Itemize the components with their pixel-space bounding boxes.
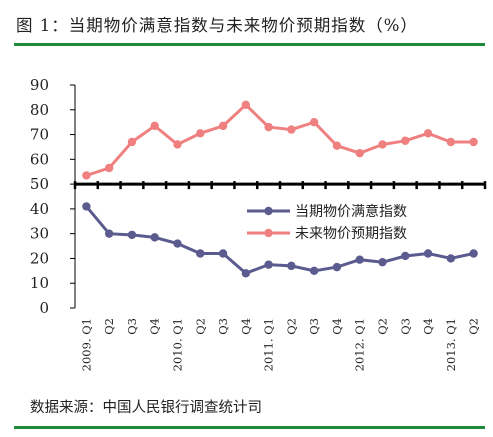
- data-point: [309, 266, 319, 276]
- data-point: [218, 249, 228, 258]
- y-tick-label: 20: [30, 249, 49, 267]
- x-tick-label: Q3: [398, 318, 412, 335]
- data-point: [241, 100, 251, 110]
- data-point: [469, 249, 478, 258]
- data-point: [264, 122, 273, 132]
- data-point: [401, 136, 410, 145]
- y-tick-label: 90: [30, 76, 49, 94]
- axes: [74, 85, 485, 308]
- data-point: [196, 129, 205, 138]
- x-tick-label: Q3: [125, 318, 139, 335]
- x-tick-label: Q3: [216, 318, 230, 335]
- x-axis-ticks: 2009. Q1 Q2 Q3 Q4 2010. Q1 Q2 Q3 Q4 2011. Q1 Q2 Q3…: [73, 181, 487, 371]
- y-tick-label: 30: [30, 225, 49, 243]
- data-point: [150, 233, 159, 242]
- x-tick-label: Q4: [239, 318, 253, 335]
- y-axis-ticks: 0 10 20 30 40 50 60 70 80 90: [30, 76, 75, 317]
- data-source-note: 数据来源：中国人民银行调查统计司: [30, 400, 262, 416]
- data-point: [82, 171, 91, 180]
- y-tick-label: 80: [30, 101, 49, 119]
- data-point: [423, 249, 433, 258]
- series-current: [82, 202, 478, 278]
- x-tick-label: Q4: [330, 318, 344, 335]
- legend-item-future: 未来物价预期指数: [247, 226, 407, 242]
- data-point: [332, 262, 342, 272]
- x-tick-label: Q3: [307, 318, 321, 335]
- x-tick-label: 2011. Q1: [262, 318, 276, 371]
- data-point: [173, 239, 182, 248]
- data-point: [241, 269, 251, 278]
- series-line: [85, 205, 474, 276]
- data-point: [469, 137, 478, 147]
- x-tick-label: Q2: [102, 318, 116, 335]
- data-point: [401, 251, 410, 261]
- x-tick-label: 2009. Q1: [79, 318, 93, 371]
- data-point: [104, 229, 114, 238]
- x-tick-label: Q2: [467, 318, 481, 335]
- legend-item-current: 当期物价满意指数: [247, 203, 407, 220]
- x-tick-label: 2010. Q1: [171, 318, 185, 371]
- x-tick-label: Q2: [284, 318, 298, 335]
- data-point: [378, 140, 387, 149]
- data-point: [82, 202, 91, 211]
- y-tick-label: 40: [30, 200, 49, 218]
- chart-title: 图 1：当期物价满意指数与未来物价预期指数（%）: [16, 16, 418, 35]
- legend-label: 当期物价满意指数: [295, 203, 407, 220]
- top-rule: [14, 43, 485, 46]
- y-tick-label: 0: [39, 299, 49, 317]
- data-point: [287, 261, 296, 271]
- x-tick-label: Q4: [148, 318, 162, 335]
- data-point: [127, 137, 137, 147]
- legend-marker: [264, 228, 273, 238]
- data-point: [173, 140, 182, 149]
- x-tick-label: Q2: [193, 318, 207, 335]
- legend-marker: [264, 206, 273, 216]
- data-point: [264, 260, 273, 269]
- x-tick-label: Q4: [421, 318, 435, 335]
- series-line: [85, 102, 474, 177]
- series-future: [82, 100, 478, 180]
- data-point: [287, 125, 296, 134]
- data-point: [309, 117, 319, 127]
- x-tick-label: 2013. Q1: [444, 318, 458, 371]
- data-point: [104, 163, 114, 173]
- data-point: [446, 137, 456, 147]
- data-point: [127, 230, 137, 240]
- x-tick-label: Q2: [376, 318, 390, 335]
- x-tick-label: 2012. Q1: [353, 318, 367, 371]
- data-point: [446, 254, 456, 263]
- data-point: [378, 257, 387, 267]
- y-tick-label: 70: [30, 126, 49, 144]
- y-tick-label: 10: [30, 274, 49, 292]
- series-layer: [82, 100, 478, 278]
- bottom-rule: [14, 426, 485, 429]
- data-point: [150, 121, 159, 131]
- data-point: [332, 141, 342, 150]
- data-point: [423, 129, 433, 138]
- data-point: [196, 249, 205, 258]
- data-point: [355, 255, 364, 264]
- legend-label: 未来物价预期指数: [295, 226, 407, 242]
- y-tick-label: 60: [30, 150, 49, 168]
- data-point: [355, 148, 364, 158]
- y-tick-label: 50: [30, 175, 49, 193]
- data-point: [218, 121, 228, 131]
